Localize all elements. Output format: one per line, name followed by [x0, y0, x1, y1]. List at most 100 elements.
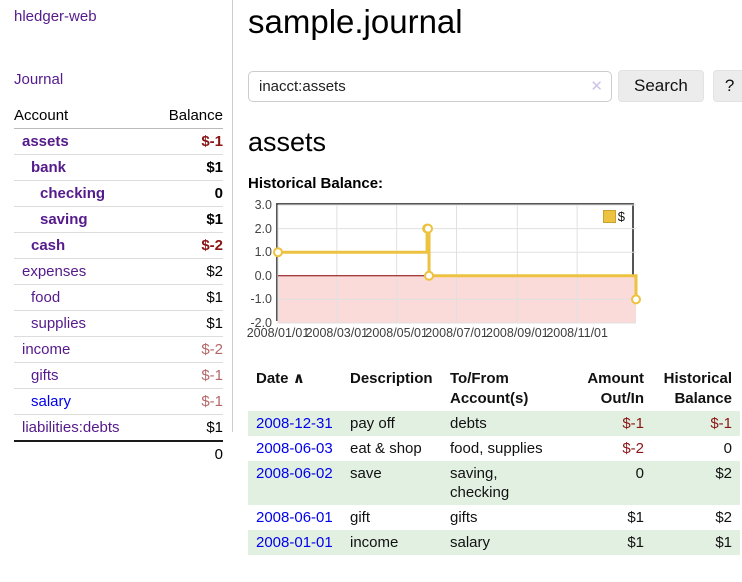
chart-legend: $ [602, 209, 625, 224]
account-row-expenses: expenses $2 [14, 258, 223, 285]
transaction-amount: $-1 [622, 415, 644, 432]
account-balance: $1 [152, 414, 223, 442]
balance-step-line [273, 204, 641, 324]
register-table: Date ∧ Description To/From Account(s) Am… [248, 367, 740, 555]
x-axis-tick-label: 2008/09/01 [486, 326, 549, 340]
data-point-marker [423, 223, 434, 234]
data-point-marker [631, 294, 641, 305]
account-row-saving: saving $1 [14, 206, 223, 233]
register-col-amount: Amount Out/In [587, 370, 644, 407]
page-title: sample.journal [248, 3, 463, 40]
help-button[interactable]: ? [712, 70, 742, 102]
y-axis-tick-label: 2.0 [254, 221, 272, 236]
account-row-bank: bank $1 [14, 154, 223, 181]
transaction-date-link[interactable]: 2008-06-03 [256, 440, 333, 457]
account-heading: assets [248, 127, 327, 157]
register-row: 2008-12-31 pay off debts $-1 $-1 [248, 411, 740, 436]
search-form: ✕ Search ? [248, 70, 742, 102]
account-link-liabilities-debts[interactable]: liabilities:debts [22, 419, 120, 436]
date-header-label: Date [256, 370, 289, 387]
accounts-total: 0 [152, 440, 223, 467]
transaction-amount: $-2 [622, 440, 644, 457]
brand-link[interactable]: hledger-web [14, 8, 97, 25]
register-row: 2008-01-01 income salary $1 $1 [248, 530, 740, 555]
sidebar: hledger-web Journal Account Balance asse… [0, 0, 233, 467]
account-balance: $-1 [152, 362, 223, 389]
search-input[interactable] [248, 70, 612, 102]
clear-search-icon[interactable]: ✕ [590, 77, 603, 95]
transaction-date-link[interactable]: 2008-06-01 [256, 509, 333, 526]
account-balance: $-2 [152, 232, 223, 259]
account-row-supplies: supplies $1 [14, 310, 223, 337]
legend-label: $ [617, 209, 625, 224]
accounts-header-row: Account Balance [14, 104, 223, 129]
account-link-saving[interactable]: saving [40, 211, 88, 228]
transaction-accounts: saving, checking [450, 465, 510, 501]
transaction-balance: $-1 [710, 415, 732, 432]
transaction-balance: $1 [715, 534, 732, 551]
x-axis-tick-label: 2008/01/01 [246, 326, 310, 340]
transaction-date-link[interactable]: 2008-01-01 [256, 534, 333, 551]
historical-balance-chart: 3.0 2.0 1.0 0.0 -1.0 -2.0 $ 2008/01/01 2008/03… [246, 198, 648, 343]
sidebar-item-journal[interactable]: Journal [14, 71, 64, 88]
x-axis-tick-label: 2008/03/01 [305, 326, 369, 340]
transaction-description: gift [350, 509, 371, 526]
account-link-assets[interactable]: assets [22, 133, 69, 150]
account-link-food[interactable]: food [31, 289, 61, 306]
x-axis-tick-label: 2008/05/01 [365, 326, 428, 340]
data-point-marker [273, 247, 283, 258]
account-link-cash[interactable]: cash [31, 237, 66, 254]
x-axis-tick-label: 2008/11/01 [546, 326, 608, 340]
account-row-checking: checking 0 [14, 180, 223, 207]
account-link-income[interactable]: income [22, 341, 71, 358]
transaction-amount: $1 [627, 534, 644, 551]
account-row-income: income $-2 [14, 336, 223, 363]
register-col-accounts: To/From Account(s) [450, 370, 529, 407]
y-axis-tick-label: 3.0 [254, 198, 272, 212]
accounts-total-row: 0 [14, 440, 223, 467]
transaction-date-link[interactable]: 2008-06-02 [256, 465, 333, 482]
account-balance: $-1 [152, 388, 223, 415]
y-axis-tick-label: 0.0 [254, 268, 272, 283]
register-row: 2008-06-02 save saving, checking 0 $2 [248, 461, 740, 505]
account-row-food: food $1 [14, 284, 223, 311]
account-balance: 0 [152, 180, 223, 207]
transaction-amount: 0 [635, 465, 644, 482]
y-axis-tick-label: -2.0 [250, 316, 272, 330]
chart-title: Historical Balance: [248, 175, 384, 192]
transaction-balance: $2 [715, 509, 732, 526]
transaction-description: income [350, 534, 399, 551]
register-row: 2008-06-01 gift gifts $1 $2 [248, 505, 740, 530]
transaction-accounts: debts [450, 415, 487, 432]
account-balance: $-1 [152, 128, 223, 155]
data-point-marker [424, 270, 435, 281]
account-row-cash: cash $-2 [14, 232, 223, 259]
account-link-supplies[interactable]: supplies [31, 315, 87, 332]
transaction-amount: $1 [627, 509, 644, 526]
account-link-expenses[interactable]: expenses [22, 263, 87, 280]
account-link-gifts[interactable]: gifts [31, 367, 59, 384]
account-row-assets: assets $-1 [14, 128, 223, 155]
account-row-salary: salary $-1 [14, 388, 223, 415]
accounts-table: Account Balance assets $-1 bank $1 check… [14, 104, 223, 467]
main-content: sample.journal ✕ Search ? assets Histori… [246, 0, 742, 555]
register-col-balance: Historical Balance [663, 370, 732, 407]
transaction-accounts: gifts [450, 509, 478, 526]
legend-swatch-icon [602, 210, 616, 223]
account-link-checking[interactable]: checking [40, 185, 106, 202]
account-link-bank[interactable]: bank [31, 159, 67, 176]
y-axis-tick-label: -1.0 [250, 292, 272, 307]
account-link-salary[interactable]: salary [31, 393, 72, 410]
account-balance: $1 [152, 310, 223, 337]
account-balance: $1 [152, 284, 223, 311]
transaction-description: pay off [350, 415, 395, 432]
register-col-date[interactable]: Date ∧ [248, 367, 342, 411]
y-axis-tick-label: 1.0 [254, 245, 272, 260]
transaction-accounts: salary [450, 534, 491, 551]
transaction-balance: $2 [715, 465, 732, 482]
transaction-date-link[interactable]: 2008-12-31 [256, 415, 333, 432]
search-button[interactable]: Search [618, 70, 704, 102]
transaction-balance: 0 [723, 440, 732, 457]
account-balance: $1 [152, 206, 223, 233]
transaction-accounts: food, supplies [450, 440, 543, 457]
